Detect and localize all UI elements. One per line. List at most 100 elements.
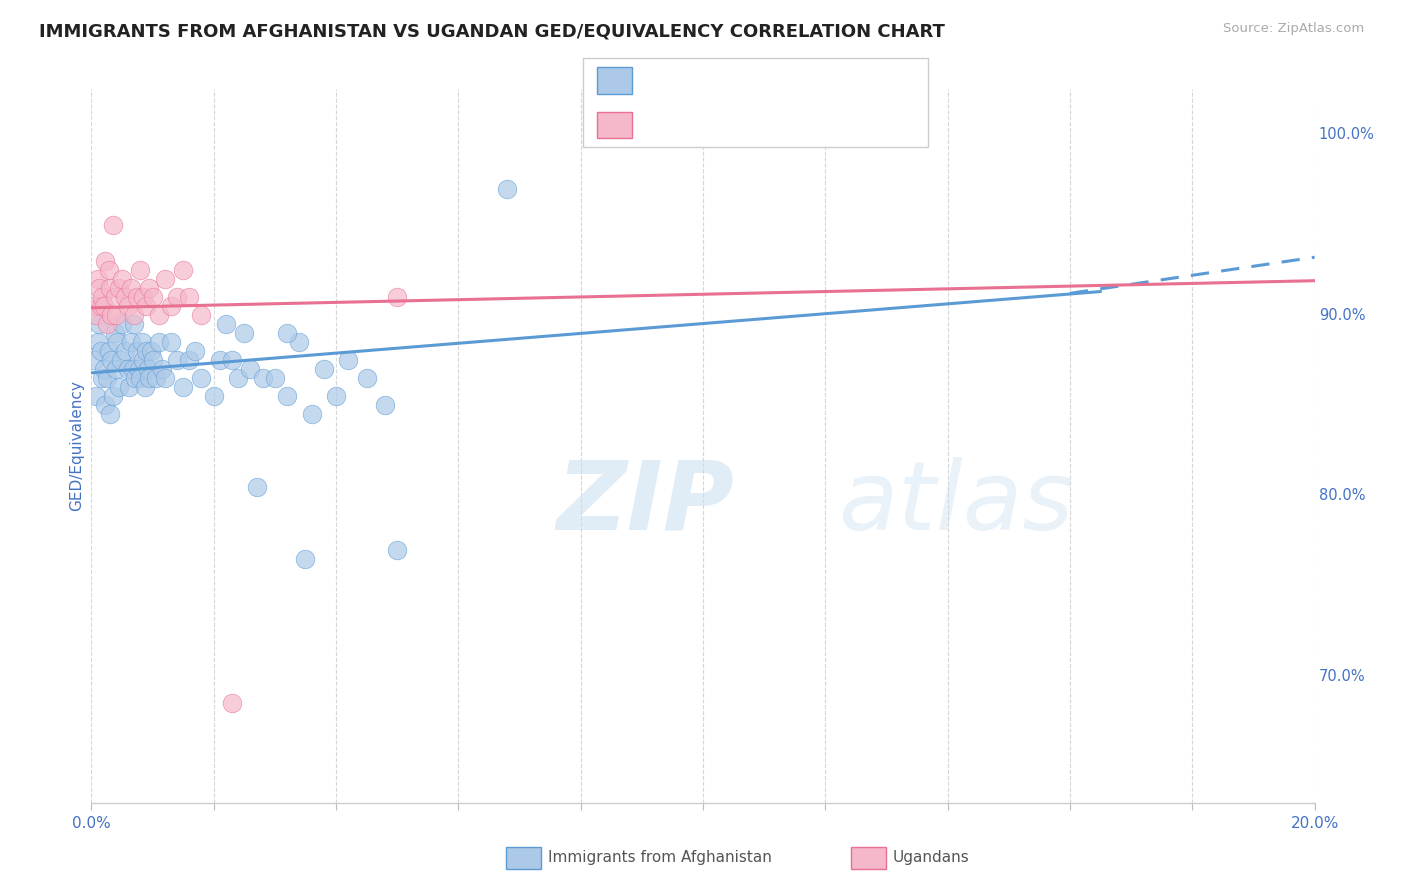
Point <box>110 353 132 368</box>
Point <box>104 362 127 376</box>
Point <box>135 299 157 313</box>
Point <box>136 362 159 376</box>
Point <box>184 344 207 359</box>
Text: 80.0%: 80.0% <box>1319 488 1365 503</box>
Point <box>276 326 298 340</box>
Point <box>166 353 188 368</box>
Text: IMMIGRANTS FROM AFGHANISTAN VS UGANDAN GED/EQUIVALENCY CORRELATION CHART: IMMIGRANTS FROM AFGHANISTAN VS UGANDAN G… <box>39 22 945 40</box>
Point <box>131 335 153 350</box>
Point <box>190 371 212 385</box>
Point <box>90 344 112 359</box>
Point <box>105 335 128 350</box>
Text: 20.0%: 20.0% <box>1291 816 1339 831</box>
Point <box>96 371 118 385</box>
Point <box>84 389 107 403</box>
Point <box>132 290 155 304</box>
Text: 90.0%: 90.0% <box>1319 308 1365 323</box>
Point <box>124 371 146 385</box>
Text: 0.0%: 0.0% <box>72 816 111 831</box>
Text: Source: ZipAtlas.com: Source: ZipAtlas.com <box>1223 22 1364 36</box>
Text: atlas: atlas <box>838 457 1073 549</box>
Text: N =: N = <box>790 118 821 132</box>
Point <box>179 290 201 304</box>
Point <box>129 263 152 277</box>
Point <box>172 380 194 394</box>
Point <box>138 371 160 385</box>
Point <box>276 389 298 403</box>
Point <box>104 290 127 304</box>
Y-axis label: GED/Equivalency: GED/Equivalency <box>69 381 84 511</box>
FancyBboxPatch shape <box>583 58 928 147</box>
Text: N =: N = <box>790 73 821 87</box>
Point <box>129 371 152 385</box>
Point <box>132 353 155 368</box>
Point <box>94 253 117 268</box>
Point <box>91 290 114 304</box>
Point <box>221 697 243 711</box>
Point <box>153 371 176 385</box>
Text: R =: R = <box>645 118 675 132</box>
Point <box>93 362 115 376</box>
Point <box>496 181 519 195</box>
Text: Immigrants from Afghanistan: Immigrants from Afghanistan <box>548 850 772 864</box>
Point <box>312 362 335 376</box>
Bar <box>598 112 631 138</box>
Point <box>138 281 160 295</box>
Point <box>94 398 117 412</box>
Text: 67: 67 <box>845 73 868 87</box>
Point <box>87 281 110 295</box>
Point <box>120 281 142 295</box>
Point <box>385 542 409 557</box>
Point <box>104 326 127 340</box>
Point <box>135 344 157 359</box>
Point <box>226 371 249 385</box>
Point <box>252 371 274 385</box>
Point <box>86 335 108 350</box>
Point <box>288 335 311 350</box>
Point <box>118 380 141 394</box>
Text: 0.170: 0.170 <box>700 73 751 87</box>
Point <box>84 308 107 322</box>
Point <box>233 326 256 340</box>
Point <box>190 308 212 322</box>
Point <box>117 299 139 313</box>
Point <box>385 290 409 304</box>
Point <box>100 353 122 368</box>
Point <box>374 398 396 412</box>
Bar <box>598 67 631 94</box>
Point <box>120 335 142 350</box>
Point <box>245 480 267 494</box>
Point <box>91 371 114 385</box>
Point <box>117 362 139 376</box>
Point <box>98 281 121 295</box>
Point <box>86 272 108 286</box>
Point <box>145 371 167 385</box>
Point <box>97 263 120 277</box>
Point <box>83 299 105 313</box>
Point <box>122 317 145 331</box>
Point <box>141 353 163 368</box>
Text: R =: R = <box>645 73 675 87</box>
Text: Ugandans: Ugandans <box>893 850 970 864</box>
Point <box>264 371 287 385</box>
Point <box>114 290 136 304</box>
Point <box>325 389 347 403</box>
Point <box>97 344 120 359</box>
Point <box>122 362 145 376</box>
Point <box>239 362 262 376</box>
Point <box>160 335 183 350</box>
Text: 36: 36 <box>845 118 868 132</box>
Point <box>141 344 163 359</box>
Point <box>153 272 176 286</box>
Point <box>96 317 118 331</box>
Point <box>202 389 225 403</box>
Point <box>301 408 323 422</box>
Point <box>101 218 124 232</box>
Point <box>215 317 238 331</box>
Point <box>100 308 122 322</box>
Point <box>128 362 150 376</box>
Point <box>83 353 105 368</box>
Point <box>148 335 170 350</box>
Point <box>90 299 112 313</box>
Point <box>111 272 134 286</box>
